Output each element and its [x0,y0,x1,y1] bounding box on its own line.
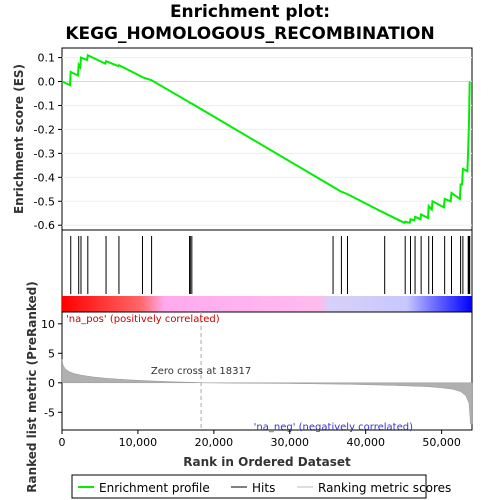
metric-y-axis: 10 5 0 -5 [41,318,62,419]
es-panel-frame [61,47,473,231]
es-y-tick-label: 0.0 [38,76,56,89]
legend-hits-label: Hits [252,481,275,495]
es-y-axis: 0.1 0.0 -0.1 -0.2 -0.3 -0.4 -0.5 -0.6 [34,52,62,232]
positive-correlation-label: 'na_pos' (positively correlated) [66,314,220,325]
x-tick-label: 20,000 [195,436,234,449]
x-tick-label: 40,000 [346,436,385,449]
es-y-tick-label: -0.4 [34,171,55,184]
metric-y-axis-label: Ranked list metric (PreRanked) [25,281,39,493]
metric-y-tick-label: 0 [48,377,55,390]
es-y-tick-label: -0.1 [34,99,55,112]
negative-correlation-label: 'na_neg' (negatively correlated) [254,422,413,433]
metric-y-tick-label: 5 [48,347,55,360]
es-y-tick-label: -0.3 [34,147,55,160]
metric-y-tick-label: -5 [44,406,55,419]
es-y-tick-label: 0.1 [38,52,56,65]
x-axis-label: Rank in Ordered Dataset [183,455,351,469]
metric-panel-frame [61,311,473,431]
ranking-metric-area [61,359,473,425]
chart-title-line1: Enrichment plot: [170,2,330,22]
es-y-tick-label: -0.5 [34,195,55,208]
enrichment-profile-line [61,53,471,225]
x-tick-label: 0 [59,436,66,449]
legend: Enrichment profile Hits Ranking metric s… [71,474,451,499]
x-tick-label: 10,000 [119,436,158,449]
x-axis: 0 10,000 20,000 30,000 40,000 50,000 [59,430,461,449]
es-y-tick-label: -0.2 [34,123,55,136]
x-tick-label: 50,000 [422,436,461,449]
zero-cross-label: Zero cross at 18317 [151,366,251,377]
hits-markers [70,236,471,294]
x-tick-label: 30,000 [271,436,310,449]
chart-title-line2: KEGG_HOMOLOGOUS_RECOMBINATION [65,24,434,44]
legend-profile-label: Enrichment profile [99,481,210,495]
legend-box [71,474,427,499]
metric-y-tick-label: 10 [41,318,55,331]
es-y-tick-label: -0.6 [34,219,55,232]
legend-metric-label: Ranking metric scores [318,481,451,495]
rank-color-bar [62,296,472,312]
es-y-axis-label: Enrichment score (ES) [12,64,26,214]
